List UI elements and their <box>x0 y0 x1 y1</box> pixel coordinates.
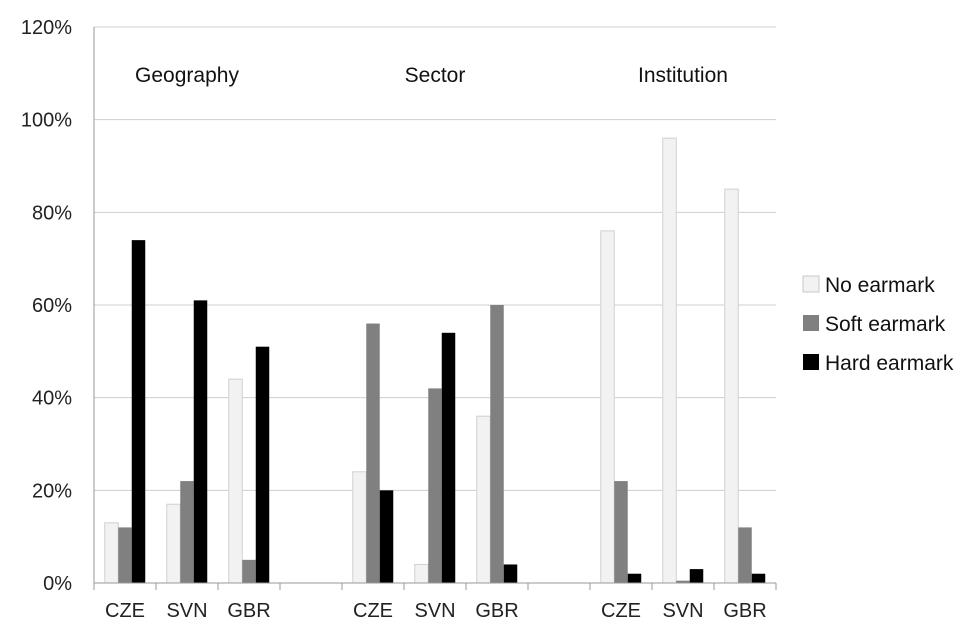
legend-label: No earmark <box>825 274 935 297</box>
bar-no-earmark <box>724 188 739 584</box>
y-tick-label: 100% <box>21 110 72 132</box>
y-tick-label: 80% <box>32 202 72 224</box>
axes <box>93 27 777 590</box>
y-tick-label: 120% <box>21 17 72 39</box>
bars <box>104 137 766 584</box>
legend-swatch <box>802 275 820 293</box>
bar-no-earmark <box>600 230 615 584</box>
x-tick-label: GBR <box>723 600 766 622</box>
bar-hard-earmark <box>379 490 394 583</box>
bar-hard-earmark <box>503 564 518 583</box>
x-tick-label: CZE <box>353 600 393 622</box>
bar-no-earmark <box>414 563 429 584</box>
x-tick-labels: CZE SVN GBR CZE SVN GBR CZE SVN GBR <box>105 600 767 622</box>
bar-hard-earmark <box>131 240 146 583</box>
bar-no-earmark <box>476 415 491 584</box>
x-tick-label: GBR <box>475 600 518 622</box>
bar-no-earmark <box>228 378 243 584</box>
bar-soft-earmark <box>428 388 442 583</box>
bar-soft-earmark <box>676 580 690 583</box>
bar-no-earmark <box>352 471 367 584</box>
y-tick-label: 60% <box>32 295 72 317</box>
bar-no-earmark <box>166 503 181 584</box>
bar-hard-earmark <box>751 573 766 583</box>
bar-hard-earmark <box>255 346 270 583</box>
y-tick-label: 0% <box>43 573 72 595</box>
y-tick-labels: 0% 20% 40% 60% 80% 100% 120% <box>21 17 72 595</box>
group-label: Institution <box>638 64 728 87</box>
bar-soft-earmark <box>738 527 752 583</box>
bar-soft-earmark <box>242 559 256 583</box>
bar-no-earmark <box>104 522 119 584</box>
group-label: Sector <box>405 64 466 87</box>
y-tick-label: 40% <box>32 388 72 410</box>
y-tick-label: 20% <box>32 480 72 502</box>
x-tick-label: SVN <box>414 600 455 622</box>
group-labels: Geography Sector Institution <box>135 64 728 87</box>
x-tick-label: CZE <box>105 600 145 622</box>
bar-hard-earmark <box>627 573 642 583</box>
bar-soft-earmark <box>366 323 380 583</box>
bar-soft-earmark <box>180 481 194 583</box>
legend: No earmark Soft earmark Hard earmark <box>802 274 954 375</box>
legend-label: Soft earmark <box>825 313 946 336</box>
bar-hard-earmark <box>441 332 456 583</box>
x-tick-label: SVN <box>166 600 207 622</box>
bar-soft-earmark <box>118 527 132 583</box>
bar-soft-earmark <box>614 481 628 583</box>
group-label: Geography <box>135 64 239 87</box>
bar-no-earmark <box>662 137 677 584</box>
x-tick-label: SVN <box>662 600 703 622</box>
legend-swatch <box>803 354 819 370</box>
x-tick-label: GBR <box>227 600 270 622</box>
bar-hard-earmark <box>193 300 208 583</box>
x-tick-label: CZE <box>601 600 641 622</box>
legend-swatch <box>803 315 819 331</box>
legend-label: Hard earmark <box>825 352 954 375</box>
bar-soft-earmark <box>490 305 504 583</box>
bar-hard-earmark <box>689 569 704 583</box>
